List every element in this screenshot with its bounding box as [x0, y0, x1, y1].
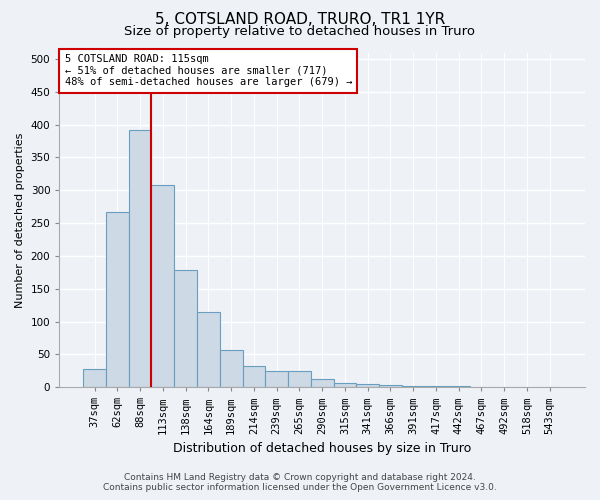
Bar: [265, 372, 288, 387]
Bar: [242, 366, 265, 387]
Text: Size of property relative to detached houses in Truro: Size of property relative to detached ho…: [125, 25, 476, 38]
X-axis label: Distribution of detached houses by size in Truro: Distribution of detached houses by size …: [173, 442, 471, 455]
Bar: [379, 385, 402, 387]
Bar: [83, 369, 106, 387]
Bar: [129, 130, 151, 387]
Bar: [106, 212, 129, 387]
Bar: [334, 382, 356, 387]
Text: 5, COTSLAND ROAD, TRURO, TR1 1YR: 5, COTSLAND ROAD, TRURO, TR1 1YR: [155, 12, 445, 28]
Bar: [448, 386, 470, 387]
Bar: [174, 270, 197, 387]
Bar: [402, 386, 425, 387]
Bar: [311, 378, 334, 387]
Bar: [425, 386, 448, 387]
Bar: [356, 384, 379, 387]
Bar: [197, 312, 220, 387]
Bar: [288, 372, 311, 387]
Bar: [151, 185, 174, 387]
Y-axis label: Number of detached properties: Number of detached properties: [15, 132, 25, 308]
Bar: [220, 350, 242, 387]
Text: Contains HM Land Registry data © Crown copyright and database right 2024.
Contai: Contains HM Land Registry data © Crown c…: [103, 473, 497, 492]
Text: 5 COTSLAND ROAD: 115sqm
← 51% of detached houses are smaller (717)
48% of semi-d: 5 COTSLAND ROAD: 115sqm ← 51% of detache…: [65, 54, 352, 88]
